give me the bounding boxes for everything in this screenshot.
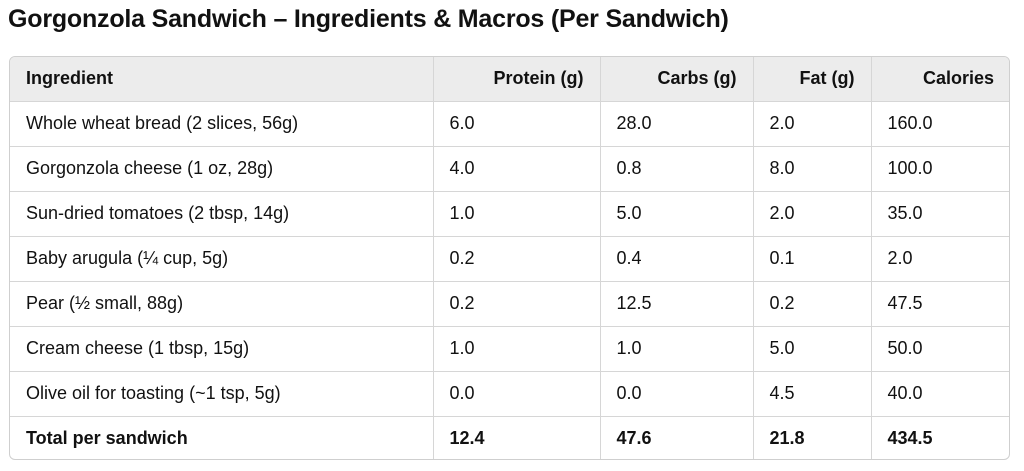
cell-carbs: 5.0 bbox=[600, 191, 754, 237]
cell-ingredient: Sun-dried tomatoes (2 tbsp, 14g) bbox=[10, 191, 434, 237]
table-row: Cream cheese (1 tbsp, 15g) 1.0 1.0 5.0 5… bbox=[10, 326, 1009, 372]
cell-protein: 1.0 bbox=[433, 326, 601, 372]
table-row: Sun-dried tomatoes (2 tbsp, 14g) 1.0 5.0… bbox=[10, 191, 1009, 237]
cell-calories: 2.0 bbox=[871, 236, 1009, 282]
cell-fat: 0.2 bbox=[753, 281, 872, 327]
cell-calories: 47.5 bbox=[871, 281, 1009, 327]
macros-table-container: Ingredient Protein (g) Carbs (g) Fat (g)… bbox=[9, 56, 1010, 460]
cell-protein: 0.2 bbox=[433, 236, 601, 282]
cell-protein: 6.0 bbox=[433, 101, 601, 147]
cell-calories: 50.0 bbox=[871, 326, 1009, 372]
cell-ingredient: Whole wheat bread (2 slices, 56g) bbox=[10, 101, 434, 147]
column-header-carbs: Carbs (g) bbox=[600, 57, 754, 102]
total-label: Total per sandwich bbox=[10, 416, 434, 459]
table-row: Olive oil for toasting (~1 tsp, 5g) 0.0 … bbox=[10, 371, 1009, 417]
table-header: Ingredient Protein (g) Carbs (g) Fat (g)… bbox=[10, 57, 1009, 102]
cell-ingredient: Cream cheese (1 tbsp, 15g) bbox=[10, 326, 434, 372]
table-row: Gorgonzola cheese (1 oz, 28g) 4.0 0.8 8.… bbox=[10, 146, 1009, 192]
column-header-ingredient: Ingredient bbox=[10, 57, 434, 102]
cell-ingredient: Gorgonzola cheese (1 oz, 28g) bbox=[10, 146, 434, 192]
cell-carbs: 0.8 bbox=[600, 146, 754, 192]
total-protein: 12.4 bbox=[433, 416, 601, 459]
column-header-protein: Protein (g) bbox=[433, 57, 601, 102]
total-fat: 21.8 bbox=[753, 416, 872, 459]
total-row: Total per sandwich 12.4 47.6 21.8 434.5 bbox=[10, 416, 1009, 459]
page-title: Gorgonzola Sandwich – Ingredients & Macr… bbox=[8, 5, 729, 33]
total-calories: 434.5 bbox=[887, 428, 933, 449]
cell-calories: 160.0 bbox=[871, 101, 1009, 147]
cell-ingredient: Pear (½ small, 88g) bbox=[10, 281, 434, 327]
cell-calories: 40.0 bbox=[871, 371, 1009, 417]
cell-fat: 4.5 bbox=[753, 371, 872, 417]
cell-fat: 2.0 bbox=[753, 191, 872, 237]
cell-protein: 1.0 bbox=[433, 191, 601, 237]
column-header-fat: Fat (g) bbox=[753, 57, 872, 102]
cell-fat: 0.1 bbox=[753, 236, 872, 282]
macros-table: Ingredient Protein (g) Carbs (g) Fat (g)… bbox=[10, 57, 1009, 459]
cell-carbs: 0.0 bbox=[600, 371, 754, 417]
table-row: Pear (½ small, 88g) 0.2 12.5 0.2 47.5 bbox=[10, 281, 1009, 327]
header-row: Ingredient Protein (g) Carbs (g) Fat (g)… bbox=[10, 57, 1009, 102]
cell-ingredient: Olive oil for toasting (~1 tsp, 5g) bbox=[10, 371, 434, 417]
cell-fat: 5.0 bbox=[753, 326, 872, 372]
column-header-calories: Calories bbox=[871, 57, 1009, 102]
cell-protein: 0.2 bbox=[433, 281, 601, 327]
cell-calories: 100.0 bbox=[871, 146, 1009, 192]
table-row: Whole wheat bread (2 slices, 56g) 6.0 28… bbox=[10, 101, 1009, 147]
cell-protein: 0.0 bbox=[433, 371, 601, 417]
cell-protein: 4.0 bbox=[433, 146, 601, 192]
cell-carbs: 28.0 bbox=[600, 101, 754, 147]
table-body: Whole wheat bread (2 slices, 56g) 6.0 28… bbox=[10, 101, 1009, 459]
cell-ingredient: Baby arugula (¼ cup, 5g) bbox=[10, 236, 434, 282]
total-carbs: 47.6 bbox=[600, 416, 754, 459]
cell-carbs: 12.5 bbox=[600, 281, 754, 327]
cell-calories: 35.0 bbox=[871, 191, 1009, 237]
cell-fat: 8.0 bbox=[753, 146, 872, 192]
table-row: Baby arugula (¼ cup, 5g) 0.2 0.4 0.1 2.0 bbox=[10, 236, 1009, 282]
cell-fat: 2.0 bbox=[753, 101, 872, 147]
cell-carbs: 0.4 bbox=[600, 236, 754, 282]
cell-carbs: 1.0 bbox=[600, 326, 754, 372]
